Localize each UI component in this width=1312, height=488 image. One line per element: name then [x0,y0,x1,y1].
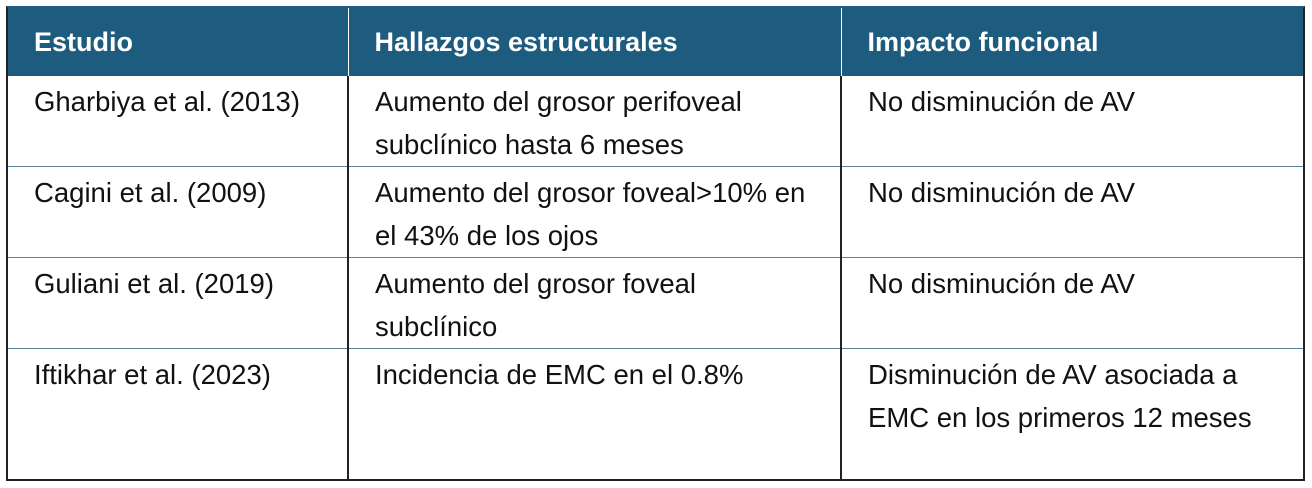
table-row: Gharbiya et al. (2013) Aumento del groso… [8,76,1303,167]
cell-impact: No disminución de AV [840,166,1303,258]
cell-study: Iftikhar et al. (2023) [8,348,348,479]
cell-impact: No disminución de AV [840,76,1303,167]
table-row: Guliani et al. (2019) Aumento del grosor… [8,257,1303,349]
cell-findings: Aumento del grosor foveal>10% en el 43% … [347,166,841,258]
table-row: Iftikhar et al. (2023) Incidencia de EMC… [8,348,1303,479]
table-row: Cagini et al. (2009) Aumento del grosor … [8,166,1303,258]
table-header: Estudio Hallazgos estructurales Impacto … [8,8,1303,76]
cell-impact: No disminución de AV [840,257,1303,349]
cell-findings: Aumento del grosor foveal subclínico [347,257,841,349]
table-body: Gharbiya et al. (2013) Aumento del groso… [8,76,1303,479]
cell-study: Cagini et al. (2009) [8,166,348,258]
studies-table-container: Estudio Hallazgos estructurales Impacto … [6,6,1305,481]
cell-study: Guliani et al. (2019) [8,257,348,349]
header-functional-impact: Impacto funcional [840,8,1303,76]
studies-table: Estudio Hallazgos estructurales Impacto … [8,8,1303,479]
cell-impact: Disminución de AV asociada a EMC en los … [840,348,1303,479]
cell-findings: Aumento del grosor perifoveal subclínico… [347,76,841,167]
cell-study: Gharbiya et al. (2013) [34,86,300,117]
header-study: Estudio [8,8,348,76]
header-structural-findings: Hallazgos estructurales [347,8,841,76]
header-row: Estudio Hallazgos estructurales Impacto … [8,8,1303,76]
cell-findings: Incidencia de EMC en el 0.8% [347,348,841,479]
